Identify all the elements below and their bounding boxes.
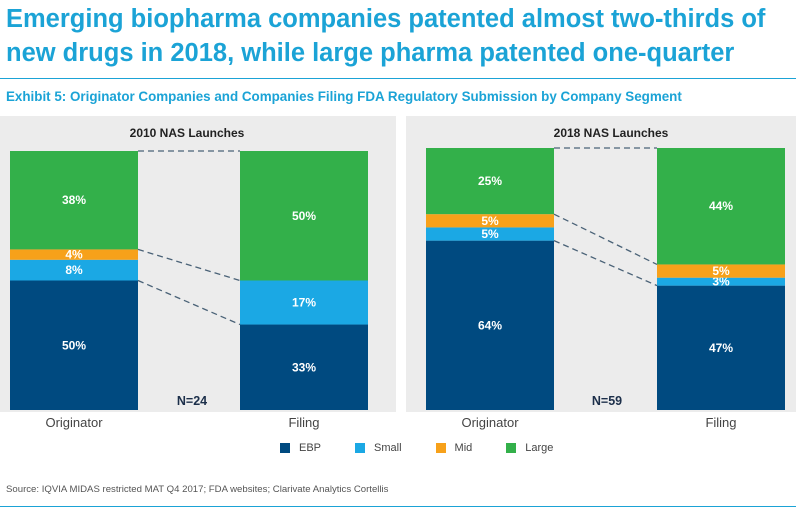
bar-segment-large-originator-2018 [426,148,554,215]
bar-segment-small-originator-2010 [10,259,138,281]
exhibit-title: Exhibit 5: Originator Companies and Comp… [6,89,682,104]
connector-line-ebp-boundary [137,279,241,326]
headline: Emerging biopharma companies patented al… [6,5,766,67]
data-label-mid-filing: 5% [712,264,730,278]
bar-segment-large-filing-2018 [657,148,785,265]
bar-segment-ebp-originator-2018 [426,240,554,410]
stacked-bar-chart: 50% 8%4% 38% 33% 17% 50% 2010 NAS Launches N=24… [10,126,785,430]
bar-segment-ebp-filing-2018 [657,285,785,410]
connector-line-large-boundary [137,248,241,282]
bar-segment-large-filing-2010 [240,151,368,281]
legend-swatch-small [355,443,366,453]
data-label-large-originator: 38% [62,193,86,207]
data-label-ebp-originator: 64% [478,318,502,332]
chart-legend: EBP Small Mid Large [280,442,553,454]
data-label-ebp-filing: 33% [292,360,316,374]
category-label-filing: Filing [705,415,736,430]
legend-item-ebp: EBP [280,442,321,454]
bar-segment-small-filing-2010 [240,280,368,325]
data-label-ebp-filing: 47% [709,341,733,355]
legend-item-mid: Mid [435,442,473,454]
data-label-small-originator: 5% [481,227,499,241]
bar-segment-ebp-originator-2010 [10,280,138,410]
data-label-ebp-originator: 50% [62,338,86,352]
bar-segment-mid-originator-2018 [426,214,554,228]
panel-title: 2018 NAS Launches [554,126,669,140]
legend-swatch-ebp [280,443,290,453]
footer-rule [0,506,796,507]
header-rule [0,78,796,79]
legend-label-mid: Mid [454,442,473,454]
connector-line-ebp-boundary [553,240,658,287]
category-label-originator: Originator [461,415,519,430]
source-note: Source: IQVIA MIDAS restricted MAT Q4 20… [6,484,389,495]
legend-swatch-large [506,443,517,453]
data-label-mid-originator: 4% [65,248,83,262]
bar-segment-small-filing-2018 [657,277,785,286]
legend-label-ebp: EBP [299,442,322,454]
data-label-small-filing: 17% [292,296,316,310]
data-label-small-filing: 3% [712,275,730,289]
panel-title: 2010 NAS Launches [130,126,245,140]
legend-item-large: Large [506,442,553,454]
legend-swatch-mid [435,443,446,453]
data-label-mid-originator: 5% [481,214,499,228]
bar-segment-mid-filing-2018 [657,264,785,278]
legend-item-small: Small [355,442,402,454]
data-label-large-originator: 25% [478,174,502,188]
bar-segment-ebp-filing-2010 [240,324,368,410]
data-label-large-filing: 44% [709,199,733,213]
sample-size-label: N=59 [592,394,622,408]
category-label-originator: Originator [45,415,103,430]
sample-size-label: N=24 [177,394,207,408]
connector-line-large-boundary [553,213,658,266]
data-label-large-filing: 50% [292,209,316,223]
legend-label-small: Small [374,442,402,454]
bar-segment-mid-originator-2010 [10,249,138,260]
category-label-filing: Filing [288,415,319,430]
data-label-small-originator: 8% [65,263,83,277]
legend-label-large: Large [525,442,554,454]
bar-segment-large-originator-2010 [10,151,138,250]
bar-segment-small-originator-2018 [426,227,554,241]
